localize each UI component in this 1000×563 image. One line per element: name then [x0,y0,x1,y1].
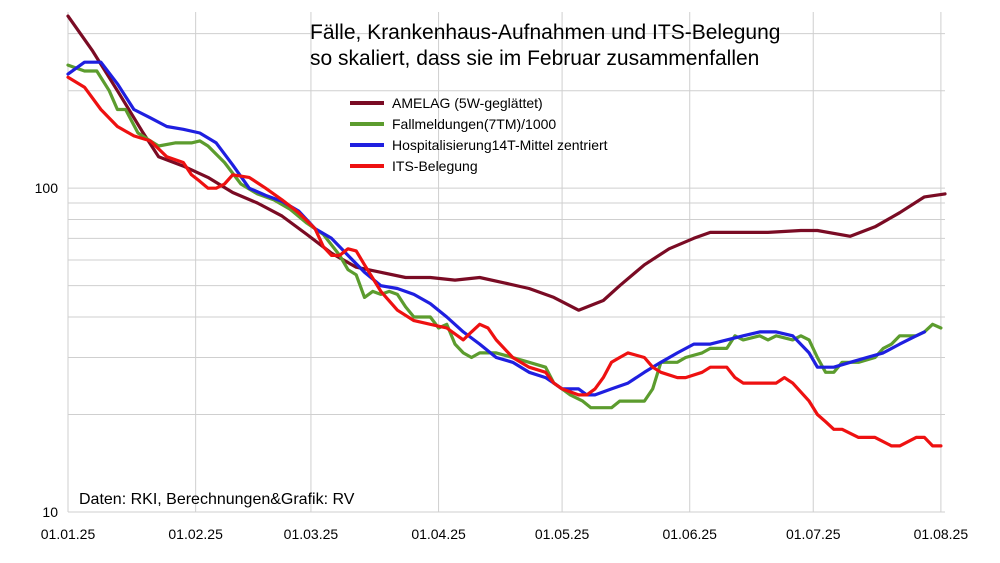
series-line-0 [66,14,947,312]
x-tick-label-01.01.25: 01.01.25 [41,526,96,542]
x-tick-label-01.03.25: 01.03.25 [284,526,339,542]
series-line-3 [66,75,943,448]
x-tick-label-01.02.25: 01.02.25 [168,526,223,542]
legend-label-1: Fallmeldungen(7TM)/1000 [392,116,556,132]
legend-label-2: Hospitalisierung14T-Mittel zentriert [392,137,608,153]
y-tick-label-100: 100 [35,180,59,196]
series-lines [66,14,947,448]
x-tick-label-01.05.25: 01.05.25 [535,526,590,542]
legend: AMELAG (5W-geglättet) Fallmeldungen(7TM)/… [350,95,608,174]
series-line-1 [66,63,943,410]
vertical-gridlines [67,12,942,512]
horizontal-gridlines [68,33,945,513]
y-tick-label-10: 10 [42,504,58,520]
x-tick-label-01.06.25: 01.06.25 [662,526,717,542]
x-axis-labels: 01.01.25 01.02.25 01.03.25 01.04.25 01.05.25… [41,526,969,542]
chart-title-line-2: so skaliert, dass sie im Februar zusamme… [310,47,759,70]
legend-label-0: AMELAG (5W-geglättet) [392,95,543,111]
chart-title-line-1: Fälle, Krankenhaus-Aufnahmen und ITS-Bel… [310,21,780,44]
series-line-2 [66,60,926,397]
x-tick-label-01.07.25: 01.07.25 [786,526,841,542]
x-tick-label-01.04.25: 01.04.25 [411,526,466,542]
data-credit: Daten: RKI, Berechnungen&Grafik: RV [79,491,355,508]
legend-label-3: ITS-Belegung [392,158,478,174]
y-axis-labels: 10 100 [35,180,59,520]
x-tick-label-01.08.25: 01.08.25 [914,526,969,542]
